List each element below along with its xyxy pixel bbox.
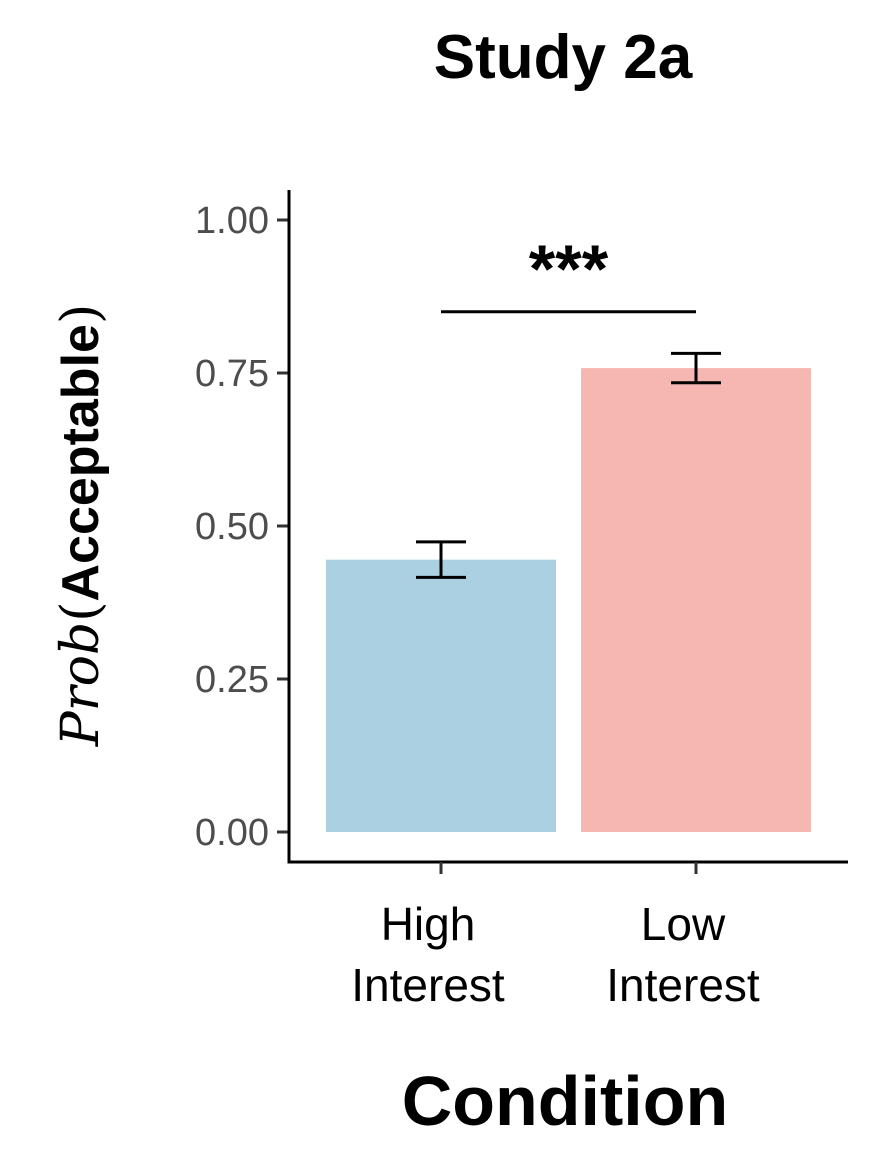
y-axis-label-main: Acceptable: [52, 324, 110, 601]
bars: [326, 368, 811, 832]
y-axis-label-close-paren: ): [51, 304, 111, 324]
bar-high-interest: [326, 559, 556, 832]
x-axis-ticks: High Interest Low Interest: [351, 862, 760, 1011]
y-axis-label-open-paren: (: [51, 602, 111, 622]
y-axis-ticks: 0.00 0.25 0.50 0.75 1.00: [195, 200, 289, 854]
x-tick-label: Low Interest: [606, 898, 760, 1011]
axes: [287, 190, 848, 864]
y-tick-label: 0.75: [195, 353, 269, 395]
y-tick-label: 0.25: [195, 659, 269, 701]
y-tick-label: 1.00: [195, 200, 269, 242]
significance-bracket: ***: [441, 231, 696, 314]
x-tick-label-line: Interest: [606, 959, 760, 1011]
x-axis-label: Condition: [402, 1062, 729, 1140]
y-tick-label: 0.00: [195, 812, 269, 854]
x-tick-label: High Interest: [351, 898, 505, 1011]
significance-label: ***: [529, 231, 609, 307]
x-tick-label-line: Interest: [351, 959, 505, 1011]
error-bars: [416, 351, 721, 579]
x-tick-label-line: High: [381, 898, 476, 950]
y-axis-label: Prob(Acceptable): [51, 304, 111, 748]
y-tick-label: 0.50: [195, 506, 269, 548]
y-axis-label-prefix: Prob: [51, 622, 111, 747]
svg-text:Prob(Acceptable): Prob(Acceptable): [51, 304, 111, 748]
chart-title: Study 2a: [434, 23, 693, 92]
x-tick-label-line: Low: [641, 898, 726, 950]
bar-low-interest: [581, 368, 811, 832]
